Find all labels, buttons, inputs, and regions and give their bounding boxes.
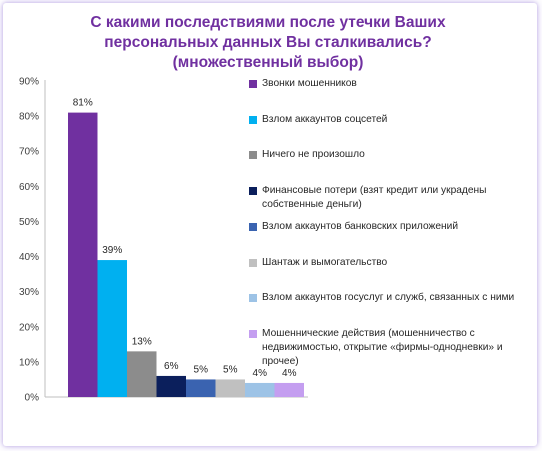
y-tick-label: 0% [25,393,40,404]
bar [215,379,245,397]
legend-label: Взлом аккаунтов банковских приложений [262,221,459,232]
data-label: 4% [282,368,297,379]
bar [68,112,98,397]
bar [186,379,216,397]
data-label: 81% [73,98,93,109]
legend-label: Шантаж и вымогательство [262,257,388,268]
legend-swatch [249,223,257,231]
chart-plot: 0% 10% 20% 30% 40% 50% 60% 70% 80% 90% 81% 39% 13% 6%… [19,77,308,404]
y-tick-label: 30% [19,287,39,298]
y-tick-label: 70% [19,147,39,158]
data-label: 5% [223,364,238,375]
data-label: 4% [253,368,268,379]
legend-swatch [249,330,257,338]
y-tick-label: 20% [19,322,39,333]
y-tick-label: 60% [19,182,39,193]
y-tick-label: 90% [19,77,39,88]
legend-label: Ничего не произошло [262,149,365,160]
bar [245,382,275,397]
bar [156,375,186,397]
data-label: 39% [102,245,122,256]
data-label: 6% [164,361,179,372]
legend-swatch [249,259,257,267]
legend-swatch [249,151,257,159]
legend-swatch [249,294,257,302]
data-label: 13% [132,336,152,347]
legend-label: Финансовые потери (взят кредит или украд… [262,185,487,210]
bar [127,351,157,397]
bar [97,260,127,397]
data-label: 5% [194,364,209,375]
y-tick-label: 40% [19,252,39,263]
legend-swatch [249,80,257,88]
legend-swatch [249,116,257,124]
legend-label: Мошеннические действия (мошенничество с … [262,328,503,367]
y-tick-label: 10% [19,357,39,368]
legend-label: Звонки мошенников [262,78,357,89]
legend-label: Взлом аккаунтов соцсетей [262,114,388,125]
y-tick-label: 50% [19,217,39,228]
legend-swatch [249,187,257,195]
chart-title: С какими последствиями после утечки Ваши… [90,14,446,71]
legend-label: Взлом аккаунтов госуслуг и служб, связан… [262,292,515,303]
chart-frame: С какими последствиями после утечки Ваши… [3,3,537,446]
bar [274,382,304,397]
y-tick-label: 80% [19,112,39,123]
